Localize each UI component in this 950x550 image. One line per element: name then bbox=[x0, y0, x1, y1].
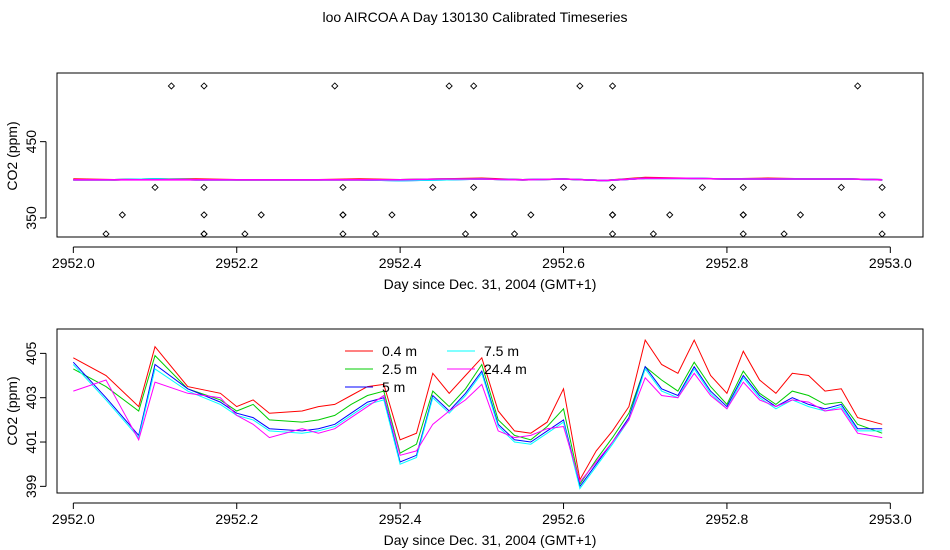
legend-label: 5 m bbox=[382, 379, 405, 395]
plot-frame bbox=[56, 72, 924, 238]
data-point bbox=[339, 211, 347, 219]
data-point bbox=[796, 211, 805, 219]
series-group bbox=[72, 338, 883, 490]
y-tick-label: 450 bbox=[23, 130, 39, 154]
data-point bbox=[470, 82, 478, 90]
data-point bbox=[470, 211, 478, 219]
x-tick-label: 2952.2 bbox=[215, 511, 258, 527]
data-point bbox=[151, 183, 159, 192]
data-point bbox=[739, 230, 747, 238]
x-tick-label: 2952.4 bbox=[379, 511, 422, 527]
data-point bbox=[200, 183, 208, 192]
y-axis: 350 450 bbox=[23, 130, 47, 230]
series-line-2 bbox=[72, 361, 883, 488]
y-tick-label: 399 bbox=[23, 474, 39, 498]
x-tick-label: 2953.0 bbox=[869, 255, 912, 271]
data-point bbox=[470, 211, 478, 219]
data-point bbox=[608, 230, 617, 238]
data-point bbox=[698, 183, 707, 192]
data-point bbox=[339, 211, 347, 219]
x-tick-label: 2952.8 bbox=[706, 255, 749, 271]
legend-label: 2.5 m bbox=[382, 361, 417, 377]
series-line-1 bbox=[73, 354, 883, 486]
point-group bbox=[102, 82, 886, 238]
data-point bbox=[118, 211, 126, 219]
data-point bbox=[461, 230, 470, 238]
data-point bbox=[878, 230, 886, 238]
x-tick-label: 2952.4 bbox=[379, 255, 422, 271]
series-group bbox=[73, 176, 883, 182]
legend-label: 7.5 m bbox=[484, 343, 519, 359]
plot-frame bbox=[56, 328, 924, 494]
x-tick-label: 2952.0 bbox=[52, 511, 95, 527]
series-line-4 bbox=[73, 372, 883, 483]
data-point bbox=[739, 211, 747, 219]
y-axis-label: CO2 (ppm) bbox=[4, 376, 20, 445]
data-point bbox=[608, 183, 617, 192]
x-tick-label: 2952.8 bbox=[706, 511, 749, 527]
data-point bbox=[241, 230, 249, 238]
x-axis: 2952.0 2952.2 2952.4 2952.6 2952.8 2953.0 bbox=[52, 246, 912, 271]
data-point bbox=[837, 183, 845, 192]
data-point bbox=[257, 211, 265, 219]
data-point bbox=[878, 211, 886, 219]
data-point bbox=[739, 183, 747, 192]
data-point bbox=[608, 211, 617, 219]
data-point bbox=[388, 211, 396, 219]
legend-label: 0.4 m bbox=[382, 343, 417, 359]
data-point bbox=[200, 211, 208, 219]
data-point bbox=[854, 82, 862, 90]
data-point bbox=[429, 183, 437, 192]
data-point bbox=[200, 230, 208, 238]
data-point bbox=[510, 230, 519, 238]
data-point bbox=[167, 82, 176, 90]
data-point bbox=[780, 230, 788, 238]
y-tick-label: 350 bbox=[23, 206, 39, 230]
x-axis-label: Day since Dec. 31, 2004 (GMT+1) bbox=[384, 532, 597, 548]
series-line-3 bbox=[72, 364, 883, 490]
x-tick-label: 2952.0 bbox=[52, 255, 95, 271]
data-point bbox=[608, 211, 617, 219]
data-point bbox=[576, 82, 584, 90]
y-tick-label: 403 bbox=[23, 386, 39, 410]
legend: 0.4 m 2.5 m 5 m 7.5 m 24.4 m bbox=[345, 343, 527, 395]
data-point bbox=[649, 230, 658, 238]
x-tick-label: 2953.0 bbox=[869, 511, 912, 527]
data-point bbox=[445, 82, 453, 90]
x-tick-label: 2952.2 bbox=[215, 255, 258, 271]
series-line-4 bbox=[73, 177, 883, 182]
chart-title: loo AIRCOA A Day 130130 Calibrated Times… bbox=[322, 9, 628, 25]
data-point bbox=[527, 211, 535, 219]
x-axis: 2952.0 2952.2 2952.4 2952.6 2952.8 2953.0 bbox=[52, 502, 912, 527]
panel-top: 2952.0 2952.2 2952.4 2952.6 2952.8 2953.0 350… bbox=[4, 72, 924, 292]
data-point bbox=[470, 183, 478, 192]
legend-label: 24.4 m bbox=[484, 361, 527, 377]
data-point bbox=[739, 211, 747, 219]
data-point bbox=[666, 211, 674, 219]
y-axis-label: CO2 (ppm) bbox=[4, 121, 20, 190]
data-point bbox=[878, 183, 886, 192]
series-line-0 bbox=[73, 338, 883, 482]
y-tick-label: 401 bbox=[23, 430, 39, 454]
y-axis: 399 401 403 405 bbox=[23, 341, 47, 498]
data-point bbox=[339, 230, 347, 238]
data-point bbox=[371, 230, 380, 238]
y-tick-label: 405 bbox=[23, 341, 39, 365]
x-tick-label: 2952.6 bbox=[542, 511, 585, 527]
data-point bbox=[200, 82, 208, 90]
data-point bbox=[331, 82, 339, 90]
panel-bottom: 2952.0 2952.2 2952.4 2952.6 2952.8 2953.0 399… bbox=[4, 328, 924, 548]
x-axis-label: Day since Dec. 31, 2004 (GMT+1) bbox=[384, 276, 597, 292]
data-point bbox=[608, 82, 617, 90]
data-point bbox=[102, 230, 110, 238]
data-point bbox=[559, 183, 568, 192]
data-point bbox=[339, 183, 347, 192]
x-tick-label: 2952.6 bbox=[542, 255, 585, 271]
data-point bbox=[200, 230, 208, 238]
